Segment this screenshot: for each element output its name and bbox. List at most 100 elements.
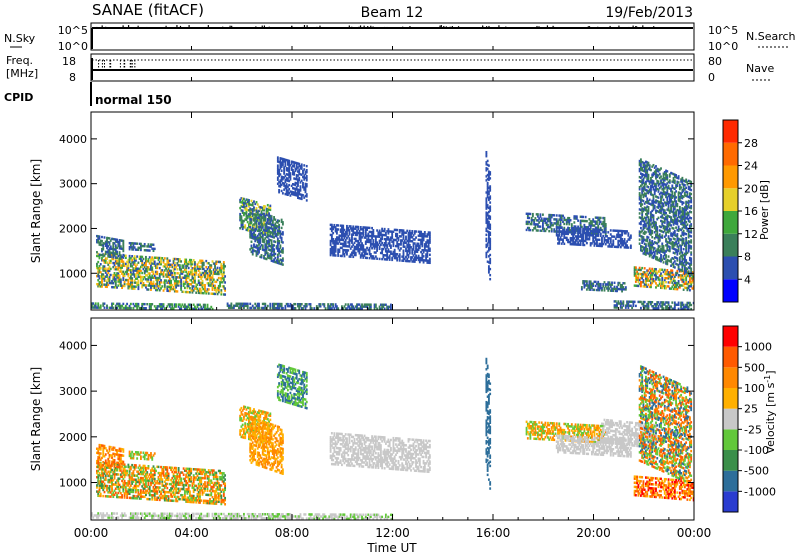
range-gate-cell [147, 268, 150, 271]
range-gate-cell [639, 160, 642, 163]
range-gate-cell [289, 172, 292, 175]
range-gate-cell [113, 276, 116, 279]
range-gate-cell [170, 263, 172, 267]
range-gate-cell [351, 227, 353, 230]
range-gate-cell [106, 242, 108, 246]
range-gate-cell [402, 235, 405, 238]
range-gate-cell [168, 277, 171, 281]
range-gate-cell [151, 268, 154, 271]
range-gate-cell [119, 280, 122, 283]
range-gate-cell [611, 235, 613, 238]
range-gate-cell [261, 234, 264, 237]
range-gate-cell [136, 304, 139, 308]
range-gate-cell [271, 243, 274, 247]
range-gate-cell [297, 166, 299, 169]
range-gate-cell [278, 190, 281, 194]
range-gate-cell [352, 229, 355, 232]
range-gate-cell [261, 212, 264, 216]
range-gate-cell [344, 240, 347, 244]
range-gate-cell [613, 235, 616, 238]
range-gate-cell [113, 252, 116, 255]
range-gate-cell [358, 250, 361, 253]
range-gate-cell [647, 279, 650, 282]
range-gate-cell [261, 238, 264, 241]
range-gate-cell [114, 250, 117, 253]
range-gate-cell [487, 247, 490, 250]
range-gate-cell [178, 260, 181, 263]
range-gate-cell [332, 225, 335, 229]
range-gate-cell [364, 228, 367, 231]
range-gate-cell [422, 249, 425, 252]
range-gate-cell [396, 257, 399, 260]
range-gate-cell [334, 303, 337, 306]
range-gate-cell [602, 234, 605, 238]
range-gate-cell [118, 243, 121, 246]
range-gate-cell [559, 218, 562, 221]
range-gate-cell [131, 277, 134, 280]
range-gate-cell [599, 242, 602, 246]
range-gate-cell [258, 229, 260, 232]
range-gate-cell [122, 243, 125, 247]
range-gate-cell [668, 245, 671, 249]
range-gate-cell [264, 225, 267, 228]
range-gate-cell [309, 307, 312, 310]
range-gate-cell [354, 245, 357, 249]
range-gate-cell [285, 179, 288, 182]
range-gate-cell [275, 235, 278, 238]
range-gate-cell [152, 243, 155, 246]
range-gate-cell [137, 285, 140, 289]
range-gate-cell [655, 286, 657, 289]
range-gate-cell [108, 251, 111, 254]
range-gate-cell [151, 243, 154, 246]
range-gate-cell [667, 208, 670, 212]
range-gate-cell [249, 215, 252, 218]
range-gate-cell [172, 257, 175, 261]
range-gate-cell [643, 222, 646, 225]
range-gate-cell [386, 305, 389, 309]
range-gate-cell [656, 232, 659, 235]
range-gate-cell [177, 280, 180, 283]
range-gate-cell [592, 288, 595, 292]
range-gate-cell [194, 263, 196, 266]
range-gate-cell [646, 161, 649, 164]
range-gate-cell [486, 189, 489, 193]
range-gate-cell [266, 232, 269, 235]
range-gate-cell [152, 282, 155, 286]
range-gate-cell [112, 277, 115, 281]
range-gate-cell [263, 254, 265, 258]
range-gate-cell [269, 214, 272, 218]
range-gate-cell [205, 278, 208, 281]
range-gate-cell [303, 305, 306, 308]
range-gate-cell [215, 268, 218, 272]
range-gate-cell [192, 285, 195, 288]
range-gate-cell [590, 284, 593, 287]
range-gate-cell [691, 273, 694, 276]
range-gate-cell [663, 268, 666, 272]
range-gate-cell [112, 265, 115, 269]
range-gate-cell [276, 170, 279, 173]
range-gate-cell [279, 185, 282, 188]
range-gate-cell [145, 261, 147, 265]
scatter-patch [580, 280, 627, 293]
range-gate-cell [604, 225, 607, 228]
range-gate-cell [555, 232, 558, 235]
range-gate-cell [425, 259, 428, 262]
range-gate-cell [347, 249, 350, 252]
range-gate-cell [133, 242, 136, 245]
range-gate-cell [187, 282, 190, 286]
range-gate-cell [243, 205, 245, 209]
range-gate-cell [564, 230, 567, 233]
range-gate-cell [158, 260, 161, 264]
range-gate-cell [540, 229, 543, 232]
range-gate-cell [266, 246, 269, 249]
range-gate-cell [176, 272, 179, 275]
range-gate-cell [108, 273, 111, 277]
range-gate-cell [330, 225, 333, 229]
range-gate-cell [286, 302, 289, 306]
range-gate-cell [489, 217, 492, 220]
range-gate-cell [160, 305, 162, 308]
range-gate-cell [113, 278, 116, 281]
range-gate-cell [113, 280, 116, 283]
range-gate-cell [191, 307, 194, 310]
